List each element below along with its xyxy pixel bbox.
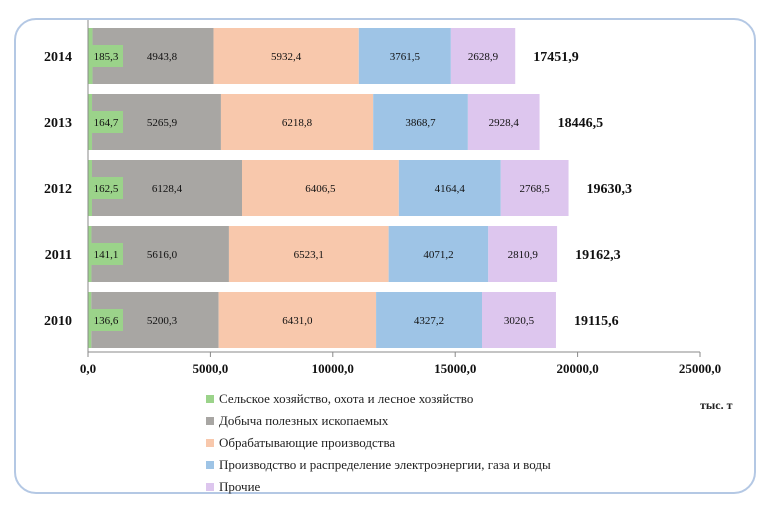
bar-segment-2014-4	[450, 28, 516, 84]
bar-segment-2012-3	[398, 160, 501, 216]
legend-swatch-0	[206, 395, 214, 403]
bar-label-2012-3: 4164,4	[435, 183, 466, 195]
bar-label-2010-3: 4327,2	[414, 315, 444, 327]
bar-label-box-2011-0	[89, 243, 123, 265]
bar-segment-2011-3	[388, 226, 489, 282]
legend-swatch-1	[206, 417, 214, 425]
bar-label-2012-4: 2768,5	[520, 183, 551, 195]
bar-segment-2012-4	[500, 160, 569, 216]
bar-label-2011-3: 4071,2	[423, 249, 453, 261]
legend-label-2: Обрабатывающие производства	[219, 435, 396, 450]
legend-item-2: Обрабатывающие производства	[206, 432, 551, 454]
bar-total-2012: 19630,3	[587, 182, 633, 197]
category-label-2013: 2013	[44, 116, 72, 131]
legend-item-0: Сельское хозяйство, охота и лесное хозяй…	[206, 388, 551, 410]
category-label-2012: 2012	[44, 182, 72, 197]
bar-segment-2010-2	[218, 292, 377, 348]
bar-label-box-2013-0	[89, 111, 123, 133]
bar-segment-2011-2	[228, 226, 389, 282]
x-tick-label-10000: 10000,0	[312, 361, 354, 376]
chart-legend: Сельское хозяйство, охота и лесное хозяй…	[206, 388, 551, 498]
bar-segment-2011-4	[488, 226, 558, 282]
x-tick-label-15000: 15000,0	[434, 361, 476, 376]
bar-label-2010-4: 3020,5	[504, 315, 535, 327]
bar-label-2013-1: 5265,9	[147, 117, 178, 129]
bar-segment-2010-4	[482, 292, 556, 348]
bar-segment-2014-2	[213, 28, 359, 84]
legend-item-1: Добыча полезных ископаемых	[206, 410, 551, 432]
legend-label-3: Производство и распределение электроэнер…	[219, 457, 551, 472]
legend-label-1: Добыча полезных ископаемых	[219, 413, 389, 428]
bar-total-2014: 17451,9	[533, 50, 579, 65]
legend-item-3: Производство и распределение электроэнер…	[206, 454, 551, 476]
bar-label-box-2014-0	[89, 45, 123, 67]
bar-label-2011-0: 141,1	[94, 249, 119, 261]
bar-label-2014-2: 5932,4	[271, 51, 302, 63]
bar-segment-2013-4	[467, 94, 540, 150]
bar-label-2011-2: 6523,1	[294, 249, 324, 261]
bar-segment-2012-2	[242, 160, 399, 216]
x-tick-label-25000: 25000,0	[679, 361, 721, 376]
bar-label-2014-1: 4943,8	[147, 51, 178, 63]
bar-label-box-2012-0	[89, 177, 123, 199]
bar-label-2010-0: 136,6	[94, 315, 119, 327]
bar-label-2014-0: 185,3	[94, 51, 119, 63]
bar-label-2013-0: 164,7	[94, 117, 119, 129]
legend-item-4: Прочие	[206, 476, 551, 498]
bar-label-2010-1: 5200,3	[147, 315, 178, 327]
bar-label-2011-4: 2810,9	[508, 249, 539, 261]
x-tick-label-0: 0,0	[80, 361, 96, 376]
bar-label-2013-4: 2928,4	[489, 117, 520, 129]
bar-segment-2013-2	[220, 94, 374, 150]
bar-label-box-2010-0	[89, 309, 123, 331]
legend-label-4: Прочие	[219, 479, 261, 494]
bar-segment-2013-3	[373, 94, 468, 150]
bar-label-2014-4: 2628,9	[468, 51, 499, 63]
bar-total-2010: 19115,6	[574, 314, 619, 329]
x-tick-label-20000: 20000,0	[556, 361, 598, 376]
category-label-2011: 2011	[45, 248, 72, 263]
unit-label: тыс. т	[700, 398, 733, 412]
bar-label-2010-2: 6431,0	[282, 315, 313, 327]
bar-label-2012-2: 6406,5	[305, 183, 336, 195]
bar-total-2011: 19162,3	[575, 248, 621, 263]
bar-label-2011-1: 5616,0	[147, 249, 178, 261]
bar-label-2013-2: 6218,8	[282, 117, 313, 129]
bar-segment-2014-3	[358, 28, 451, 84]
category-label-2010: 2010	[44, 314, 72, 329]
bar-label-2012-0: 162,5	[94, 183, 119, 195]
x-tick-label-5000: 5000,0	[193, 361, 229, 376]
bar-label-2013-3: 3868,7	[405, 117, 436, 129]
bar-segment-2010-3	[376, 292, 483, 348]
legend-swatch-3	[206, 461, 214, 469]
category-label-2014: 2014	[44, 50, 72, 65]
legend-label-0: Сельское хозяйство, охота и лесное хозяй…	[219, 391, 474, 406]
legend-swatch-4	[206, 483, 214, 491]
bar-label-2012-1: 6128,4	[152, 183, 183, 195]
bar-total-2013: 18446,5	[558, 116, 604, 131]
bar-label-2014-3: 3761,5	[390, 51, 421, 63]
legend-swatch-2	[206, 439, 214, 447]
